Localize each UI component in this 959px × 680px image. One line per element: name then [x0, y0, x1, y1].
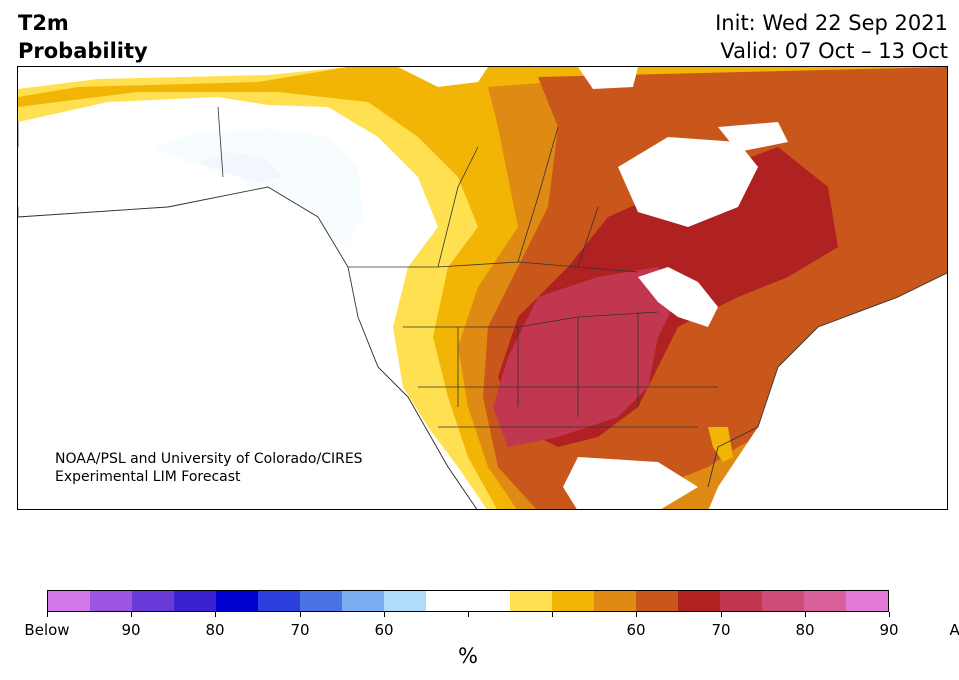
colorbar-segment	[174, 591, 216, 611]
colorbar-tick	[889, 612, 890, 617]
pacific-ocean	[18, 187, 477, 509]
colorbar-tick	[468, 612, 469, 617]
colorbar-tick	[721, 612, 722, 617]
colorbar-unit-label: %	[458, 644, 478, 668]
colorbar-segment	[720, 591, 762, 611]
colorbar-segment	[762, 591, 804, 611]
colorbar-segment	[48, 591, 90, 611]
political-borders	[217, 106, 718, 428]
credit-line-2: Experimental LIM Forecast	[55, 469, 241, 485]
colorbar	[47, 590, 889, 612]
map-credit: NOAA/PSL and University of Colorado/CIRE…	[55, 450, 363, 486]
east-coastline	[707, 272, 947, 488]
colorbar-segment	[552, 591, 594, 611]
coastline	[18, 186, 478, 509]
colorbar-tick-label: 70	[711, 621, 731, 639]
colorbar-segment	[384, 591, 426, 611]
colorbar-tick-label: Above	[949, 621, 959, 639]
colorbar-segment	[300, 591, 342, 611]
atlantic-ocean	[708, 272, 947, 509]
title-variable: T2m	[18, 11, 69, 35]
colorbar-segment	[594, 591, 636, 611]
florida	[708, 427, 733, 462]
colorbar-segment	[804, 591, 846, 611]
colorbar-tick	[215, 612, 216, 617]
colorbar-segment	[678, 591, 720, 611]
probability-map	[17, 66, 948, 510]
arctic-gap-1	[398, 67, 488, 87]
colorbar-tick-label: 60	[374, 621, 394, 639]
colorbar-segment	[426, 591, 468, 611]
colorbar-tick-label: 80	[795, 621, 815, 639]
title-quantity: Probability	[18, 39, 148, 63]
colorbar-segment	[510, 591, 552, 611]
colorbar-segment	[636, 591, 678, 611]
colorbar-tick-label: 80	[205, 621, 225, 639]
colorbar-tick	[300, 612, 301, 617]
map-svg	[18, 67, 947, 509]
colorbar-segment	[342, 591, 384, 611]
colorbar-tick	[384, 612, 385, 617]
colorbar-segment	[258, 591, 300, 611]
colorbar-tick	[552, 612, 553, 617]
colorbar-tick-label: Below	[24, 621, 70, 639]
hudson-bay	[618, 137, 758, 227]
colorbar-tick-label: 60	[626, 621, 646, 639]
colorbar-segment	[90, 591, 132, 611]
colorbar-tick	[47, 612, 48, 617]
colorbar-segment	[216, 591, 258, 611]
init-date: Init: Wed 22 Sep 2021	[715, 11, 948, 35]
colorbar-segment	[132, 591, 174, 611]
colorbar-segment	[468, 591, 510, 611]
colorbar-tick	[131, 612, 132, 617]
gulf-of-mexico	[563, 457, 698, 509]
valid-range: Valid: 07 Oct – 13 Oct	[720, 39, 948, 63]
colorbar-tick	[636, 612, 637, 617]
colorbar-tick-label: 90	[121, 621, 141, 639]
colorbar-tick	[805, 612, 806, 617]
colorbar-tick-label: 90	[879, 621, 899, 639]
forecast-dates: Init: Wed 22 Sep 2021 Valid: 07 Oct – 13…	[715, 9, 948, 65]
colorbar-tick-label: 70	[290, 621, 310, 639]
great-lakes	[638, 267, 718, 327]
credit-line-1: NOAA/PSL and University of Colorado/CIRE…	[55, 451, 363, 467]
arctic-gap-2	[578, 67, 638, 89]
prob-core-above	[493, 267, 678, 447]
arctic-gap-3	[718, 122, 788, 152]
prob-neutral	[18, 105, 413, 427]
colorbar-segment	[846, 591, 888, 611]
chart-title: T2m Probability	[18, 9, 148, 65]
